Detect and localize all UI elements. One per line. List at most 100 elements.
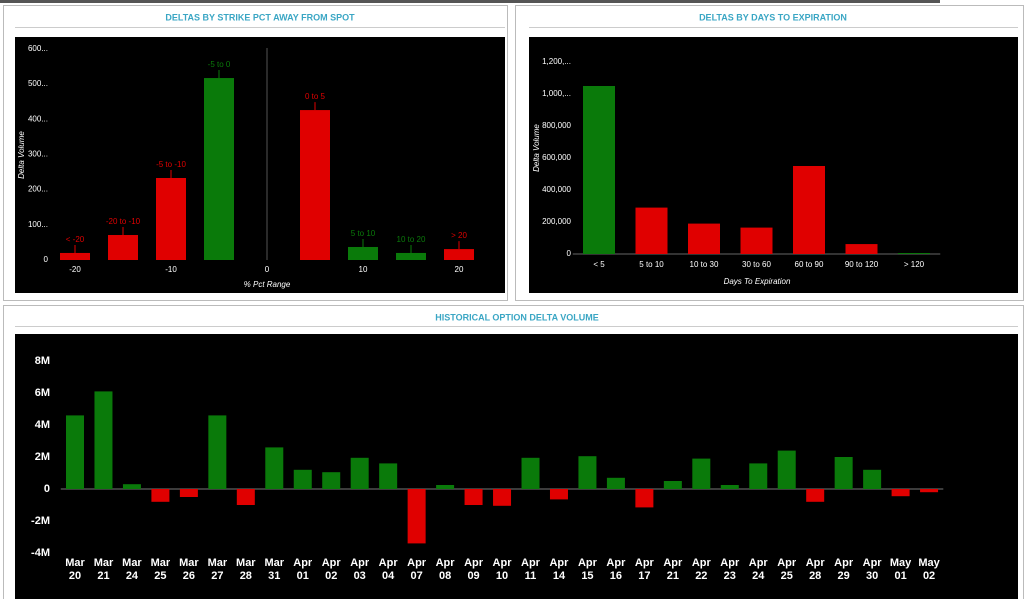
bar-label: -5 to 0 [208,60,231,69]
y-tick-label: 8M [35,355,50,367]
x-tick-label: 90 to 120 [845,260,879,269]
y-tick-label: 800,000 [542,121,571,130]
y-tick-label: 300... [28,150,48,159]
bar [720,485,739,489]
x-tick-label: May 02 [918,557,940,582]
x-tick-label: Mar 20 [65,557,85,582]
x-tick-label: Apr 23 [720,557,740,582]
x-tick-label: Apr 21 [663,557,683,582]
bar [350,457,369,489]
bar [521,457,540,489]
x-axis-title: Days To Expiration [724,277,791,286]
chart-title: DELTAS BY DAYS TO EXPIRATION [699,12,847,22]
y-tick-label: 500... [28,79,48,88]
bar [179,489,198,497]
y-tick-label: 0 [567,249,572,258]
x-tick-label: Mar 28 [236,557,256,582]
y-tick-label: -4M [31,547,50,559]
bar [208,415,227,489]
x-tick-label: Mar 24 [122,557,142,582]
x-tick-label: -10 [165,265,177,274]
x-tick-label: Mar 27 [207,557,228,582]
y-tick-label: 600,000 [542,153,571,162]
bar [293,469,312,489]
x-tick-label: 20 [455,265,464,274]
x-tick-label: 5 to 10 [639,260,664,269]
bar-label: < -20 [66,235,85,244]
bar [663,481,682,489]
bar [777,450,796,489]
y-tick-label: 200... [28,185,48,194]
bar [688,223,720,254]
bar [151,489,170,502]
chart-title: DELTAS BY STRIKE PCT AWAY FROM SPOT [165,12,355,22]
y-axis-title: Delta Volume [17,131,26,179]
x-tick-label: Apr 02 [321,557,341,582]
x-axis-title: % Pct Range [244,280,291,289]
x-tick-label: 0 [265,265,270,274]
x-tick-label: Apr 03 [350,557,370,582]
x-tick-label: Apr 01 [293,557,313,582]
bar-label: 0 to 5 [305,92,326,101]
bar-label: > 20 [451,231,467,240]
bar [863,469,882,489]
y-tick-label: 200,000 [542,217,571,226]
bar [583,86,615,254]
x-tick-label: 30 to 60 [742,260,771,269]
bar [549,489,568,500]
y-tick-label: 400... [28,114,48,123]
bar [348,246,378,260]
bar [635,207,668,254]
x-tick-label: Apr 08 [435,557,455,582]
bar [606,477,625,489]
bar [322,472,341,489]
bar [920,489,939,493]
y-tick-label: 1,200,... [542,57,571,66]
x-tick-label: Mar 26 [179,557,199,582]
y-tick-label: 1,000,... [542,89,571,98]
x-tick-label: < 5 [593,260,605,269]
bar [898,253,930,254]
bar [66,415,85,489]
y-tick-label: 0 [44,483,50,495]
bar-label: -20 to -10 [106,217,141,226]
bar [60,252,90,260]
x-tick-label: Apr 22 [691,557,711,582]
x-tick-label: Apr 25 [777,557,797,582]
x-tick-label: Mar 21 [93,557,114,582]
bar [436,485,455,489]
x-tick-label: > 120 [904,260,925,269]
x-tick-label: Apr 28 [805,557,825,582]
bar [156,177,186,260]
y-tick-label: 6M [35,387,50,399]
y-tick-label: -2M [31,515,50,527]
x-tick-label: Apr 24 [748,557,768,582]
bar [493,489,512,506]
bar [300,110,330,260]
x-tick-label: 60 to 90 [795,260,824,269]
y-tick-label: 4M [35,419,50,431]
bar [94,391,113,489]
bar [749,463,768,489]
bar-label: -5 to -10 [156,160,186,169]
x-tick-label: Apr 16 [606,557,626,582]
x-tick-label: Apr 09 [464,557,484,582]
top-bar [0,0,940,3]
bar [396,252,426,260]
bar-label: 5 to 10 [351,229,376,238]
bar [464,489,483,505]
y-tick-label: 0 [44,255,49,264]
x-tick-label: Apr 17 [634,557,654,582]
x-tick-label: Apr 29 [834,557,854,582]
bar [891,489,910,497]
x-tick-label: Apr 11 [521,557,540,582]
bar [379,463,398,489]
bar [108,235,138,260]
x-tick-label: Apr 10 [492,557,512,582]
bar [236,489,255,505]
y-tick-label: 600... [28,44,48,53]
x-tick-label: Apr 04 [378,557,398,582]
bar [845,244,878,254]
y-axis-title: Delta Volume [532,124,541,172]
